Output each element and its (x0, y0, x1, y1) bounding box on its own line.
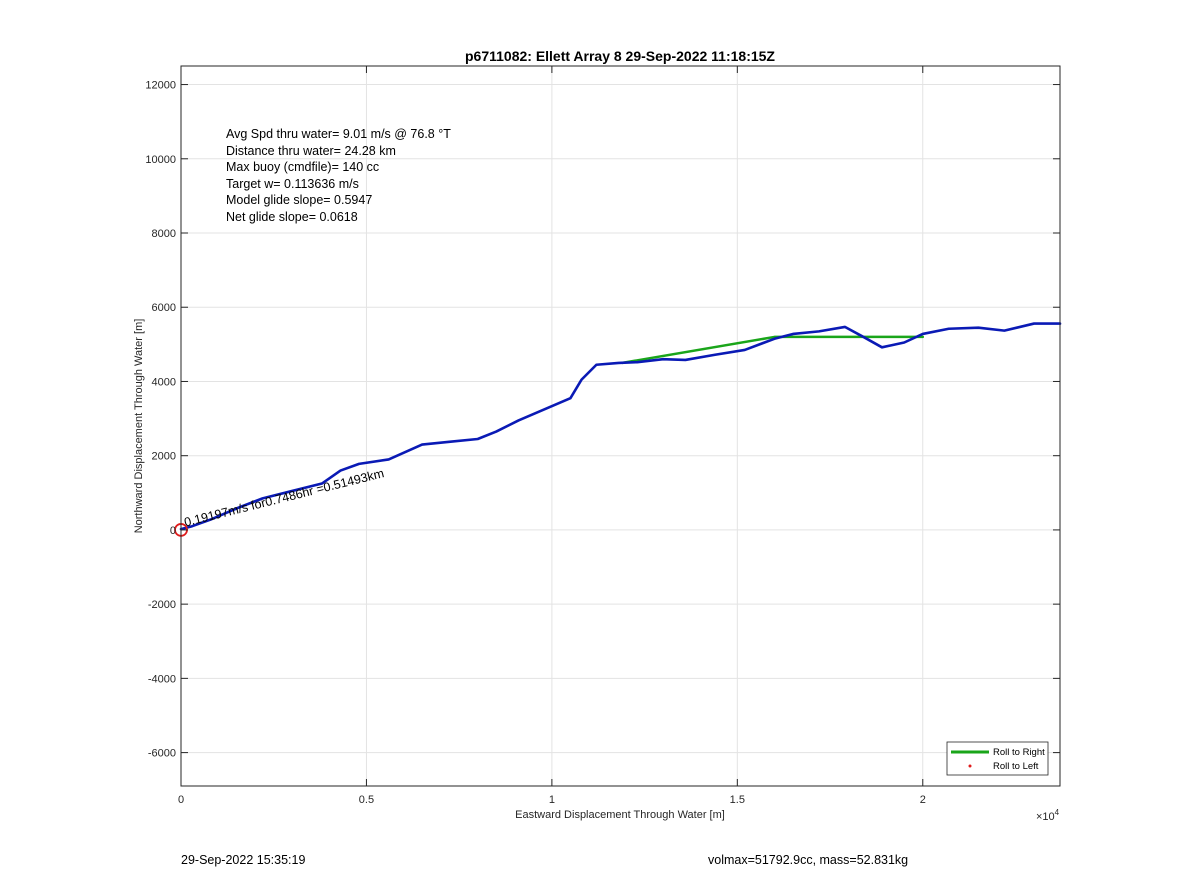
x-tick-label: 0 (178, 794, 184, 806)
info-block: Avg Spd thru water= 9.01 m/s @ 76.8 °T D… (226, 127, 451, 224)
footer-timestamp: 29-Sep-2022 15:35:19 (181, 853, 305, 867)
info-line-net-glide: Net glide slope= 0.0618 (226, 210, 358, 224)
legend-box (946, 741, 1049, 776)
info-line-max-buoy: Max buoy (cmdfile)= 140 cc (226, 160, 379, 174)
y-tick-label: -6000 (148, 748, 176, 760)
y-tick-label: 10000 (145, 154, 176, 166)
plot-area: 0.19197m/s for0.7486hr =0.51493km (174, 65, 1062, 787)
y-tick-label: 4000 (152, 376, 176, 388)
series-roll-to-right (621, 335, 925, 365)
series-track-through-water (179, 322, 1062, 531)
x-exponent-base: ×10 (1036, 811, 1055, 823)
y-tick-label: 0 (170, 525, 176, 537)
y-axis-label: Northward Displacement Through Water [m] (133, 319, 145, 534)
x-axis-label: Eastward Displacement Through Water [m] (515, 809, 725, 821)
x-tick-label: 2 (920, 794, 926, 806)
x-tick-label: 1 (549, 794, 555, 806)
tick-labels: 0 0.5 1 1.5 2 -6000 -4000 -2000 0 2000 4000 6000 800… (145, 80, 925, 806)
x-tick-label: 0.5 (359, 794, 374, 806)
y-tick-label: 2000 (152, 451, 176, 463)
y-tick-label: 8000 (152, 228, 176, 240)
legend-label-roll-left: Roll to Left (993, 761, 1039, 772)
info-line-avg-speed: Avg Spd thru water= 9.01 m/s @ 76.8 °T (226, 127, 451, 141)
legend: Roll to Right Roll to Left (946, 741, 1049, 776)
y-tick-label: -2000 (148, 599, 176, 611)
grid (180, 66, 1060, 786)
x-exponent: ×104 (1036, 808, 1060, 823)
info-line-distance: Distance thru water= 24.28 km (226, 144, 396, 158)
ticks (180, 66, 1060, 786)
footer-vol-mass: volmax=51792.9cc, mass=52.831kg (708, 853, 908, 867)
x-tick-label: 1.5 (730, 794, 745, 806)
plot-frame (180, 65, 1061, 787)
info-line-model-glide: Model glide slope= 0.5947 (226, 193, 372, 207)
x-exponent-power: 4 (1055, 808, 1060, 817)
legend-swatch-roll-left (968, 764, 972, 768)
chart-title: p6711082: Ellett Array 8 29-Sep-2022 11:… (465, 48, 775, 64)
legend-label-roll-right: Roll to Right (993, 747, 1045, 758)
info-line-target-w: Target w= 0.113636 m/s (226, 177, 359, 191)
y-tick-label: 12000 (145, 80, 176, 92)
y-tick-label: -4000 (148, 673, 176, 685)
y-tick-label: 6000 (152, 302, 176, 314)
